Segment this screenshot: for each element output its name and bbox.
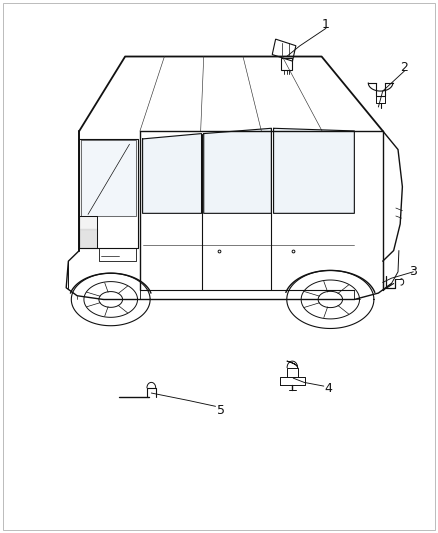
Text: 1: 1 — [322, 18, 330, 31]
Text: 5: 5 — [217, 403, 225, 416]
Polygon shape — [204, 128, 272, 213]
Bar — [282, 58, 292, 70]
Text: 4: 4 — [324, 382, 332, 395]
Polygon shape — [143, 134, 201, 213]
Polygon shape — [79, 216, 97, 229]
Text: 3: 3 — [410, 265, 417, 278]
Polygon shape — [274, 128, 354, 213]
Polygon shape — [81, 140, 136, 216]
Text: 2: 2 — [401, 61, 409, 74]
Polygon shape — [79, 229, 97, 248]
Bar — [272, 39, 296, 61]
